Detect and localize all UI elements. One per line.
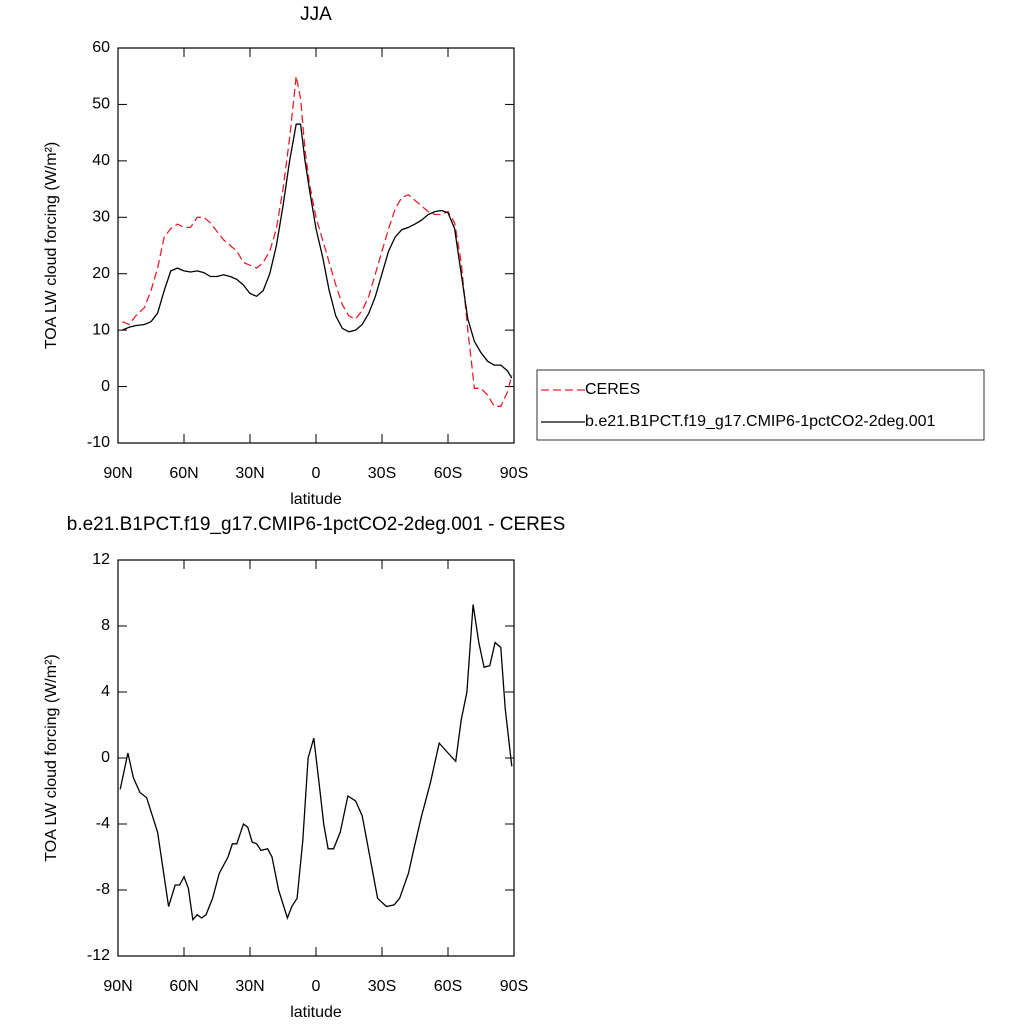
x-tick-label: 30S bbox=[368, 465, 396, 482]
x-tick-label: 90S bbox=[500, 978, 528, 995]
y-tick-label: 0 bbox=[101, 749, 110, 766]
y-tick-label: 60 bbox=[92, 39, 110, 56]
x-tick-label: 60S bbox=[434, 978, 462, 995]
x-tick-label: 0 bbox=[312, 465, 321, 482]
y-tick-label: -8 bbox=[96, 881, 110, 898]
legend-box bbox=[536, 369, 985, 441]
x-tick-label: 60S bbox=[434, 465, 462, 482]
chart-title: b.e21.B1PCT.f19_g17.CMIP6-1pctCO2-2deg.0… bbox=[67, 514, 566, 535]
plot-frame bbox=[117, 47, 515, 444]
y-tick-label: 8 bbox=[101, 617, 110, 634]
x-axis-label: latitude bbox=[290, 491, 342, 508]
y-tick-label: -12 bbox=[87, 947, 110, 964]
x-tick-label: 0 bbox=[312, 978, 321, 995]
x-axis-label: latitude bbox=[290, 1004, 342, 1021]
legend-label: CERES bbox=[585, 381, 640, 398]
y-tick-label: 12 bbox=[92, 551, 110, 568]
x-tick-label: 30S bbox=[368, 978, 396, 995]
data-line bbox=[122, 76, 513, 407]
y-tick-label: 40 bbox=[92, 152, 110, 169]
y-tick-label: 20 bbox=[92, 265, 110, 282]
x-tick-label: 90S bbox=[500, 465, 528, 482]
y-tick-label: 30 bbox=[92, 209, 110, 226]
data-line bbox=[122, 123, 513, 379]
y-tick-label: -4 bbox=[96, 815, 110, 832]
legend-label: b.e21.B1PCT.f19_g17.CMIP6-1pctCO2-2deg.0… bbox=[585, 413, 936, 430]
x-tick-label: 60N bbox=[169, 465, 198, 482]
y-tick-label: 0 bbox=[101, 378, 110, 395]
data-line bbox=[119, 604, 513, 922]
x-tick-label: 30N bbox=[235, 978, 264, 995]
y-tick-label: 50 bbox=[92, 96, 110, 113]
y-axis-label: TOA LW cloud forcing (W/m²) bbox=[43, 142, 60, 349]
y-axis-label: TOA LW cloud forcing (W/m²) bbox=[43, 654, 60, 861]
x-tick-label: 90N bbox=[103, 978, 132, 995]
x-tick-label: 90N bbox=[103, 465, 132, 482]
y-tick-label: -10 bbox=[87, 434, 110, 451]
x-tick-label: 60N bbox=[169, 978, 198, 995]
chart-title: JJA bbox=[300, 4, 332, 25]
y-tick-label: 10 bbox=[92, 321, 110, 338]
y-tick-label: 4 bbox=[101, 683, 110, 700]
x-tick-label: 30N bbox=[235, 465, 264, 482]
